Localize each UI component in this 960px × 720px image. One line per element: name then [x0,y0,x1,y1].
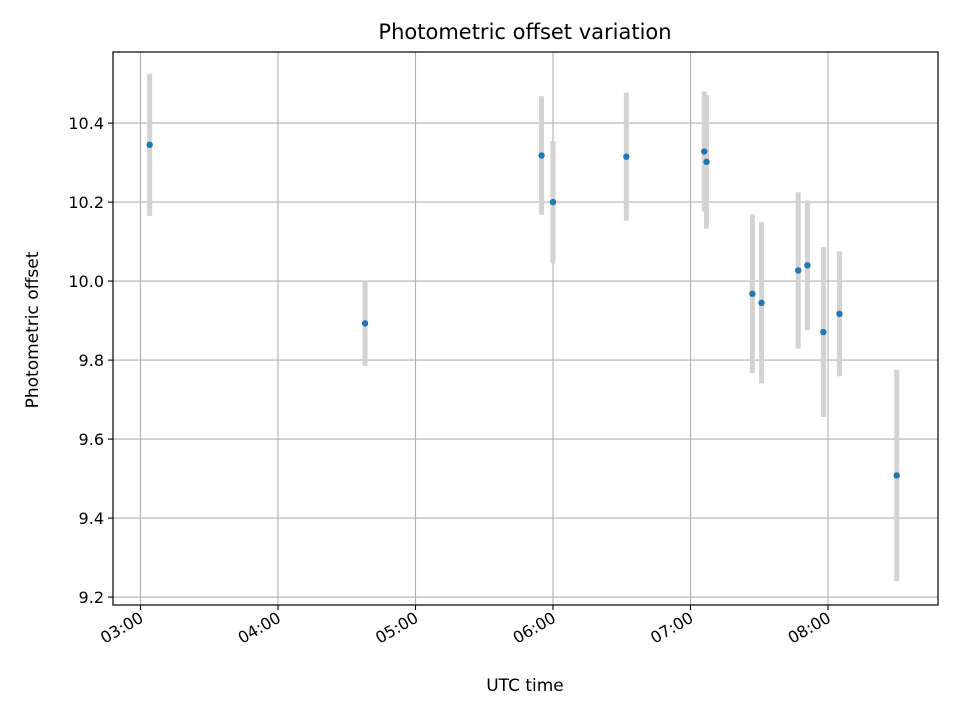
y-tick-label: 10.4 [68,114,104,133]
data-point [758,299,765,307]
y-tick-label: 9.4 [79,509,104,528]
y-axis-ticks: 9.2 9.4 9.6 9.8 10.0 10.2 10.4 [68,114,113,607]
y-tick-label: 9.2 [79,588,104,607]
y-axis-title: Photometric offset [23,251,43,408]
data-point [893,472,900,479]
x-axis-title: UTC time [486,676,564,696]
data-point [701,148,708,155]
data-point [703,158,710,166]
data-point [836,310,843,318]
data-point [623,153,630,160]
chart-title: Photometric offset variation [378,20,671,44]
grid [113,52,938,605]
data-points [146,141,900,479]
y-tick-label: 9.6 [79,430,104,449]
y-tick-label: 9.8 [79,351,104,370]
y-tick-label: 10.2 [68,193,104,212]
data-point [538,152,545,159]
data-point [146,141,153,149]
data-point [549,198,557,206]
data-point [804,262,811,269]
y-tick-label: 10.0 [68,272,104,291]
data-point [749,290,756,297]
data-point [820,328,827,336]
plot-area-frame [112,51,939,606]
data-point [361,320,369,327]
data-point [795,267,802,274]
